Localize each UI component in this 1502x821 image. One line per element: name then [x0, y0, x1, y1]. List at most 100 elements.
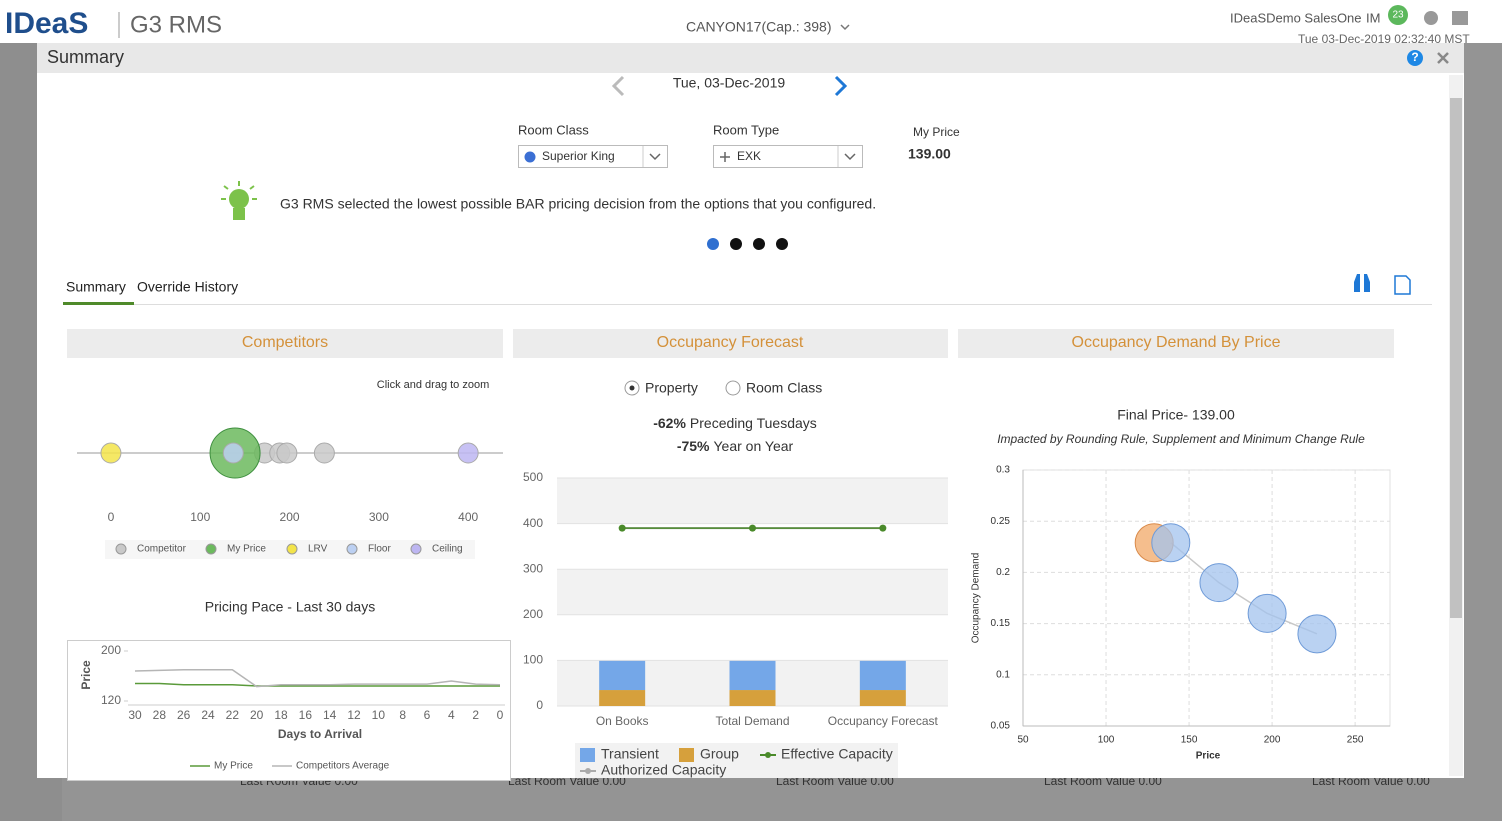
x-tick-label: 200: [280, 510, 300, 524]
notification-count[interactable]: 23: [1392, 10, 1404, 21]
apps-icon[interactable]: [1452, 11, 1468, 25]
user-initials[interactable]: IM: [1366, 10, 1380, 25]
bar-segment[interactable]: [729, 690, 776, 706]
x-tick-label: 30: [128, 708, 142, 722]
y-tick-label: 100: [523, 653, 543, 667]
pdf-icon[interactable]: [1394, 275, 1411, 295]
legend-label[interactable]: Competitor: [137, 544, 187, 555]
legend-label[interactable]: My Price: [214, 761, 253, 772]
user-name[interactable]: IDeaSDemo SalesOne: [1230, 10, 1362, 25]
legend-label[interactable]: Ceiling: [432, 544, 463, 555]
demand-point[interactable]: [1199, 563, 1239, 603]
room-type-label: Room Type: [713, 122, 779, 137]
legend-label[interactable]: Competitors Average: [296, 761, 390, 772]
x-tick-label: 4: [448, 708, 455, 722]
x-tick-label: 18: [274, 708, 288, 722]
comparison-change: -75%: [677, 438, 710, 454]
legend-label[interactable]: LRV: [308, 544, 328, 555]
demand-point[interactable]: [1247, 593, 1287, 633]
tab-active[interactable]: Summary: [66, 279, 126, 295]
previous-date[interactable]: [611, 75, 625, 97]
radio[interactable]: [725, 380, 741, 396]
property-caret[interactable]: [840, 24, 850, 31]
legend-label[interactable]: My Price: [227, 544, 266, 555]
x-tick-label: Total Demand: [715, 714, 789, 728]
x-tick-label: 14: [323, 708, 337, 722]
x-tick-label: 300: [369, 510, 389, 524]
room-type-select[interactable]: [713, 145, 863, 168]
comparison-change: -62%: [653, 415, 686, 431]
competitor-point[interactable]: [313, 442, 335, 464]
help-button[interactable]: [1407, 50, 1423, 66]
x-tick-label: 26: [177, 708, 191, 722]
x-tick-label: 6: [424, 708, 431, 722]
room-class-value[interactable]: Superior King: [542, 149, 615, 163]
legend-swatch: [679, 748, 694, 762]
chart-title: Pricing Pace - Last 30 days: [205, 599, 375, 615]
logo: IDeaS: [5, 7, 88, 40]
competitor-point[interactable]: [276, 442, 298, 464]
carousel-dot[interactable]: [753, 238, 765, 250]
room-class-select[interactable]: [518, 145, 668, 168]
x-axis-title: Price: [1196, 751, 1221, 762]
demand-line: [1170, 542, 1318, 635]
room-type-caret[interactable]: [844, 153, 856, 161]
legend-label[interactable]: Group: [700, 746, 739, 762]
x-tick-label: 28: [153, 708, 167, 722]
tab[interactable]: Override History: [137, 279, 238, 295]
legend-label[interactable]: Floor: [368, 544, 391, 555]
final-price: Final Price- 139.00: [1117, 407, 1235, 423]
bar-segment[interactable]: [859, 660, 906, 691]
radio-dot[interactable]: [629, 385, 635, 391]
room-class-caret[interactable]: [649, 153, 661, 161]
notification-badge[interactable]: [1388, 5, 1408, 25]
y-axis-title: Occupancy Demand: [971, 553, 982, 644]
legend-swatch: [585, 768, 591, 774]
legend: [575, 743, 898, 778]
bar-segment[interactable]: [599, 690, 646, 706]
x-tick-label: 10: [372, 708, 386, 722]
room-type-value[interactable]: EXK: [737, 149, 761, 163]
room-class-color: [524, 151, 536, 163]
x-tick-label: 20: [250, 708, 264, 722]
radio-label[interactable]: Room Class: [746, 380, 822, 396]
legend-label[interactable]: Authorized Capacity: [601, 762, 726, 778]
bar-segment[interactable]: [729, 660, 776, 691]
next-date[interactable]: [834, 75, 848, 97]
y-tick-label: 0.3: [996, 465, 1010, 476]
y-tick-label: 0.15: [991, 618, 1011, 629]
carousel-dot[interactable]: [730, 238, 742, 250]
y-tick-label: 400: [523, 516, 543, 530]
line-point: [618, 524, 626, 532]
bar-segment[interactable]: [599, 660, 646, 691]
competitor-point[interactable]: [100, 442, 122, 464]
y-tick-label: 300: [523, 561, 543, 575]
binoculars-icon[interactable]: [1354, 274, 1370, 292]
legend-label[interactable]: Effective Capacity: [781, 746, 893, 762]
info-icon[interactable]: [1424, 11, 1438, 25]
y-tick-label: 0.05: [991, 721, 1011, 732]
close-button[interactable]: [1437, 52, 1449, 64]
x-tick-label: 200: [1264, 735, 1281, 746]
carousel-dot[interactable]: [707, 238, 719, 250]
x-tick-label: 250: [1347, 735, 1364, 746]
competitor-point[interactable]: [222, 442, 244, 464]
date: Tue, 03-Dec-2019: [673, 75, 786, 91]
carousel-dot[interactable]: [776, 238, 788, 250]
legend-label[interactable]: Transient: [601, 746, 659, 762]
legend-swatch: [286, 543, 298, 555]
demand-point[interactable]: [1297, 614, 1337, 654]
property-select[interactable]: CANYON17(Cap.: 398): [686, 19, 832, 35]
x-tick-label: 0: [497, 708, 504, 722]
scrollbar-thumb[interactable]: [1450, 98, 1462, 618]
radio-label[interactable]: Property: [645, 380, 698, 396]
demand-point[interactable]: [1151, 523, 1191, 563]
competitor-point[interactable]: [457, 442, 479, 464]
note: Impacted by Rounding Rule, Supplement an…: [997, 432, 1365, 446]
line-point: [749, 524, 756, 532]
panel-header: [67, 329, 503, 358]
help-glyph[interactable]: ?: [1411, 50, 1418, 64]
product: G3 RMS: [130, 11, 222, 38]
bar-segment[interactable]: [859, 690, 906, 706]
